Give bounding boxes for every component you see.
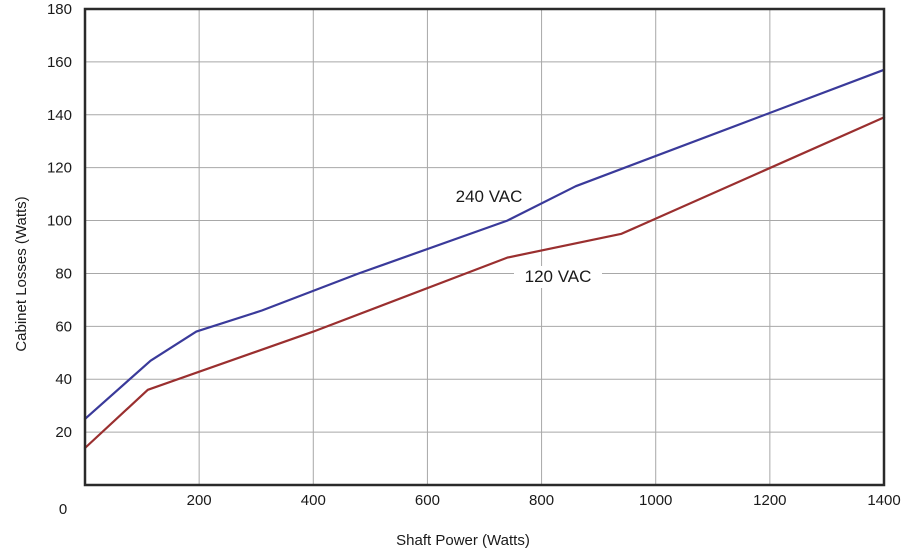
series-labels: 240 VAC 120 VAC [456,187,602,288]
y-tick-label: 100 [47,213,72,230]
x-tick-label: 800 [529,492,554,509]
y-tick-label: 60 [55,318,72,335]
y-tick-label: 160 [47,54,72,71]
x-tick-label: 1000 [639,492,672,509]
series-lines [83,68,886,450]
y-tick-label: 180 [47,1,72,18]
tick-labels: 0 200 400 600 800 1000 1200 1400 20 40 60 80 100 120 1… [47,1,901,518]
y-tick-label: 40 [55,371,72,388]
grid-lines [85,9,884,485]
y-tick-label: 120 [47,160,72,177]
series-label-240vac: 240 VAC [456,187,523,206]
y-tick-label: 20 [55,424,72,441]
x-axis-title: Shaft Power (Watts) [396,532,530,549]
x-tick-label: 400 [301,492,326,509]
series-label-background [514,266,602,288]
plot-frame [83,7,886,487]
x-tick-label: 1200 [753,492,786,509]
y-tick-label: 140 [47,107,72,124]
y-tick-label: 80 [55,265,72,282]
x-tick-label: 200 [187,492,212,509]
series-line-120vac [83,116,886,450]
series-line-240vac [83,68,886,420]
x-tick-label: 1400 [867,492,900,509]
x-tick-label: 600 [415,492,440,509]
series-label-120vac: 120 VAC [525,267,592,286]
origin-tick-label: 0 [59,501,67,518]
y-axis-title: Cabinet Losses (Watts) [13,196,30,351]
